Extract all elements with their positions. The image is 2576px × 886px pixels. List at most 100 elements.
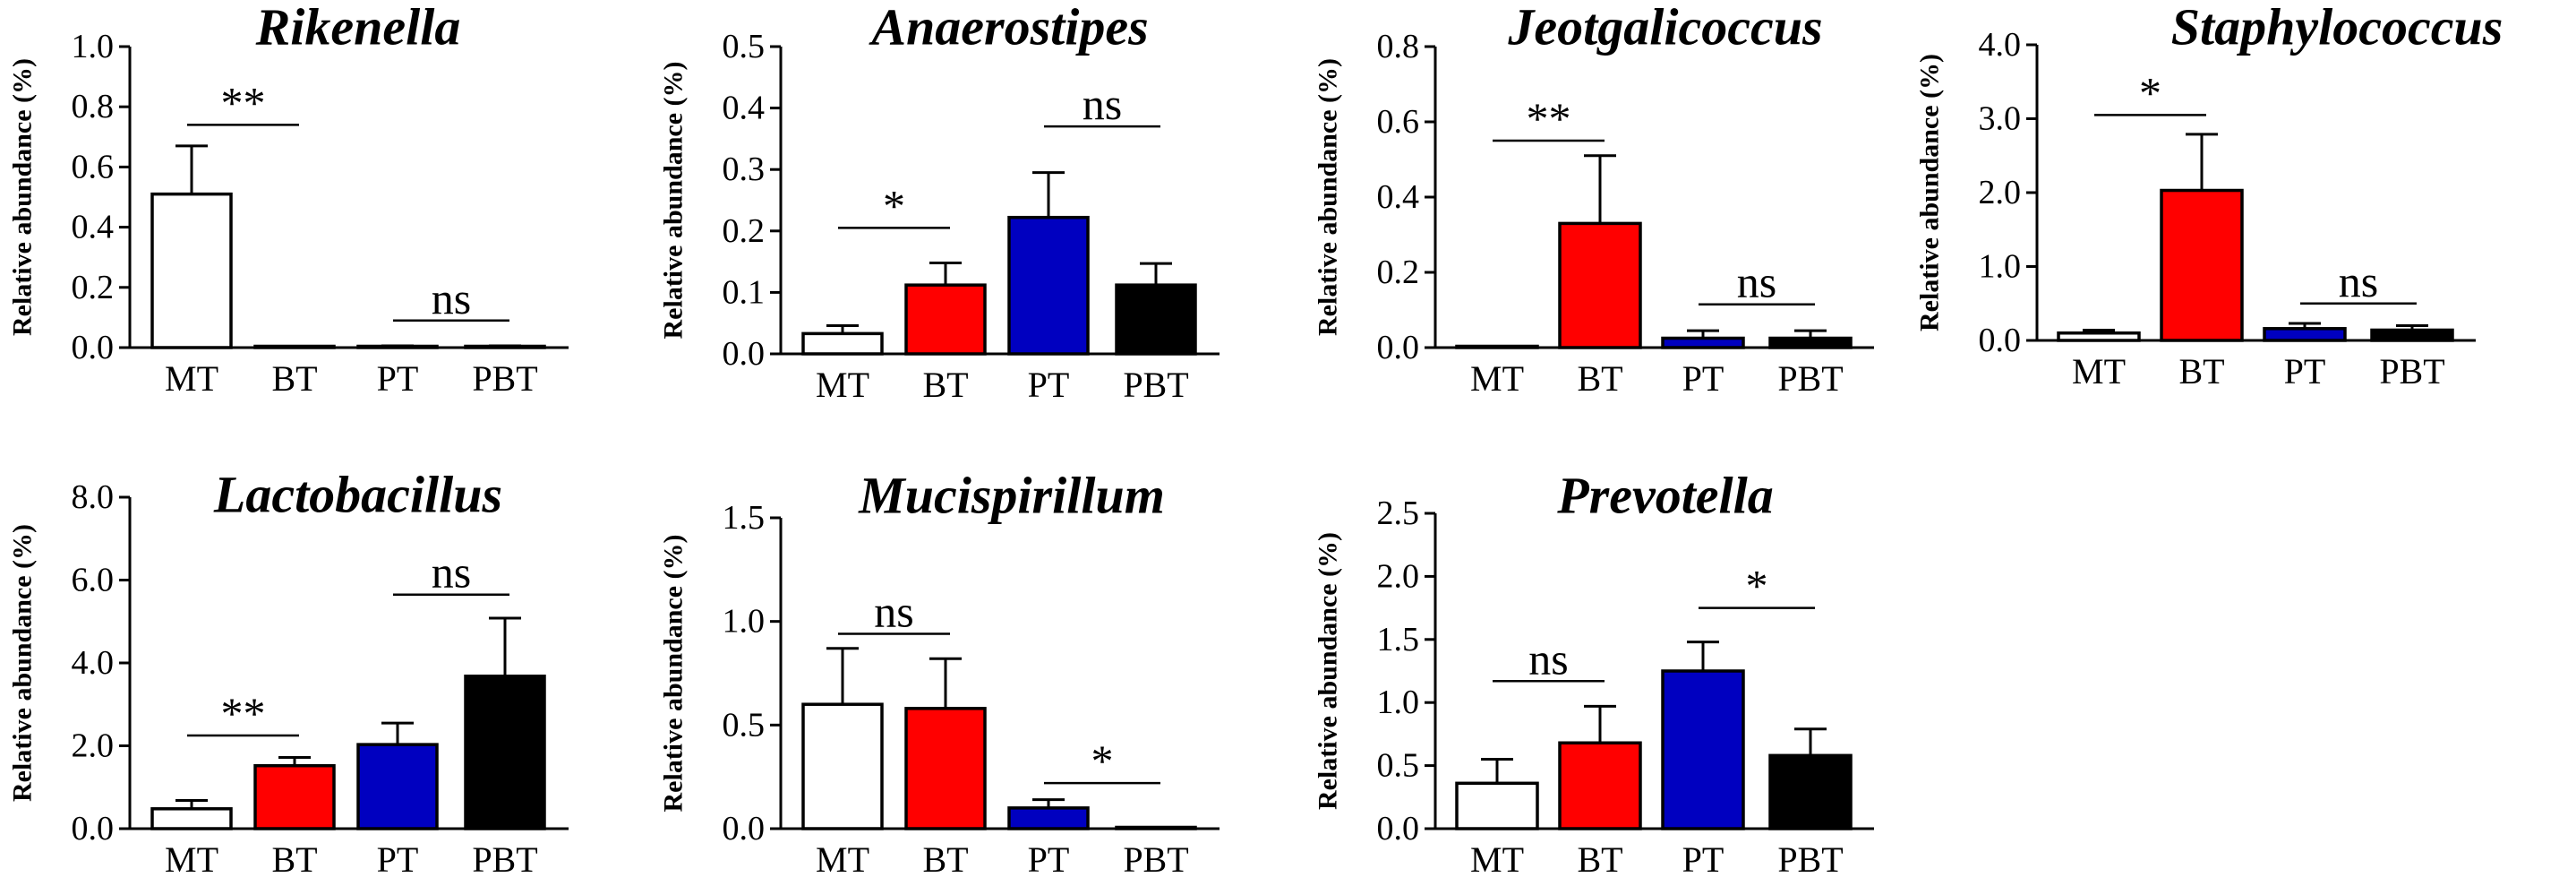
chart-title: Anaerostipes (869, 0, 1148, 56)
bar-pt (1661, 669, 1745, 830)
bar-mt (150, 192, 233, 349)
significance-label: ** (221, 77, 266, 127)
chart-title: Rikenella (255, 0, 461, 56)
x-tick-label: MT (165, 839, 218, 880)
chart-title: Lactobacillus (213, 466, 502, 524)
significance-label: * (883, 180, 905, 230)
bar-pbt (1115, 283, 1197, 356)
y-axis-label: Relative abundance (%) (659, 62, 689, 340)
x-tick-label: BT (1577, 839, 1622, 880)
bar-pt (1007, 215, 1090, 356)
x-tick-label: PT (2284, 351, 2326, 391)
x-tick-label: MT (816, 365, 869, 405)
y-tick-label: 0.0 (72, 810, 115, 847)
y-tick-label: 0.0 (1377, 329, 1420, 366)
x-tick-label: PBT (1777, 358, 1843, 399)
chart-title: Prevotella (1556, 467, 1774, 525)
bar-pt (1007, 806, 1090, 830)
y-tick-label: 0.8 (72, 88, 115, 125)
y-tick-label: 2.0 (1979, 174, 2022, 211)
chart-title: Jeotgalicoccus (1507, 0, 1822, 56)
x-tick-label: PT (377, 358, 419, 399)
y-tick-label: 0.2 (723, 212, 766, 250)
y-tick-label: 1.0 (723, 603, 766, 641)
y-tick-label: 0.0 (72, 329, 115, 366)
significance-label: ns (1528, 633, 1568, 684)
x-tick-label: BT (271, 358, 317, 399)
chart-panel: Staphylococcus Relative abundance (%) 0.0 1… (1915, 0, 2503, 391)
x-tick-label: BT (271, 839, 317, 880)
x-tick-label: PBT (1123, 839, 1188, 880)
bar-mt (1455, 781, 1539, 830)
bar-bt (904, 283, 987, 356)
y-tick-label: 0.8 (1377, 28, 1420, 65)
x-tick-label: MT (165, 358, 218, 399)
y-tick-label: 0.1 (723, 273, 766, 311)
y-axis-label: Relative abundance (%) (659, 535, 689, 813)
y-tick-label: 4.0 (72, 644, 115, 682)
significance-label: * (1091, 735, 1114, 786)
y-axis-label: Relative abundance (%) (1314, 532, 1343, 810)
significance-label: * (2139, 67, 2161, 117)
y-tick-label: 0.0 (723, 810, 766, 847)
y-axis-label: Relative abundance (%) (1915, 54, 1945, 331)
y-tick-label: 0.4 (1377, 178, 1420, 216)
bar-mt (2057, 331, 2141, 342)
significance-label: ns (432, 273, 471, 323)
bar-pbt (464, 675, 546, 830)
x-tick-label: PBT (2379, 351, 2444, 391)
bar-bt (1558, 221, 1642, 349)
x-tick-label: BT (2178, 351, 2224, 391)
x-tick-label: PBT (472, 358, 537, 399)
y-tick-label: 6.0 (72, 562, 115, 599)
x-tick-label: PBT (1777, 839, 1843, 880)
y-axis-label: Relative abundance (%) (8, 58, 38, 336)
bar-mt (150, 807, 233, 830)
chart-panel: Anaerostipes Relative abundance (%) 0.0 0.1… (659, 0, 1220, 405)
x-tick-label: PT (1682, 358, 1724, 399)
y-tick-label: 0.4 (723, 90, 766, 127)
y-tick-label: 3.0 (1979, 100, 2022, 138)
bar-mt (1455, 344, 1539, 349)
y-axis-label: Relative abundance (%) (1314, 58, 1343, 336)
y-tick-label: 1.0 (1979, 248, 2022, 286)
bar-pt (2263, 327, 2347, 342)
y-tick-label: 0.6 (1377, 103, 1420, 141)
significance-label: ns (874, 587, 913, 637)
y-tick-label: 0.2 (72, 269, 115, 306)
bar-pt (1661, 336, 1745, 349)
x-tick-label: MT (1470, 839, 1524, 880)
bar-bt (2160, 188, 2244, 342)
bar-bt (253, 344, 336, 349)
y-tick-label: 1.0 (72, 28, 115, 65)
x-tick-label: MT (2072, 351, 2126, 391)
y-tick-label: 0.3 (723, 151, 766, 188)
x-tick-label: PT (1028, 365, 1070, 405)
y-tick-label: 4.0 (1979, 26, 2022, 64)
y-tick-label: 0.5 (723, 706, 766, 744)
significance-label: ns (2339, 256, 2378, 306)
bar-bt (904, 707, 987, 830)
y-tick-label: 0.6 (72, 148, 115, 185)
significance-label: ** (1527, 93, 1571, 143)
significance-label: ** (221, 688, 266, 738)
chart-panel: Prevotella Relative abundance (%) 0.0 0.5 1.… (1314, 467, 1874, 880)
significance-label: ns (1737, 257, 1776, 307)
bar-mt (801, 331, 884, 356)
y-tick-label: 2.0 (72, 727, 115, 765)
chart-title: Mucispirillum (858, 467, 1165, 525)
y-tick-label: 0.5 (723, 28, 766, 65)
bar-pbt (1768, 753, 1853, 830)
chart-panel: Lactobacillus Relative abundance (%) 0.0 2.… (8, 466, 569, 880)
y-tick-label: 0.5 (1377, 747, 1420, 785)
y-tick-label: 2.5 (1377, 495, 1420, 532)
y-tick-label: 1.0 (1377, 684, 1420, 721)
y-tick-label: 0.2 (1377, 254, 1420, 291)
bar-pbt (2370, 328, 2454, 342)
chart-panel: Rikenella Relative abundance (%) 0.0 0.2 0.4… (8, 0, 569, 399)
x-tick-label: BT (1577, 358, 1622, 399)
chart-title: Staphylococcus (2171, 0, 2503, 56)
y-tick-label: 0.0 (723, 335, 766, 373)
y-tick-label: 1.5 (723, 499, 766, 537)
